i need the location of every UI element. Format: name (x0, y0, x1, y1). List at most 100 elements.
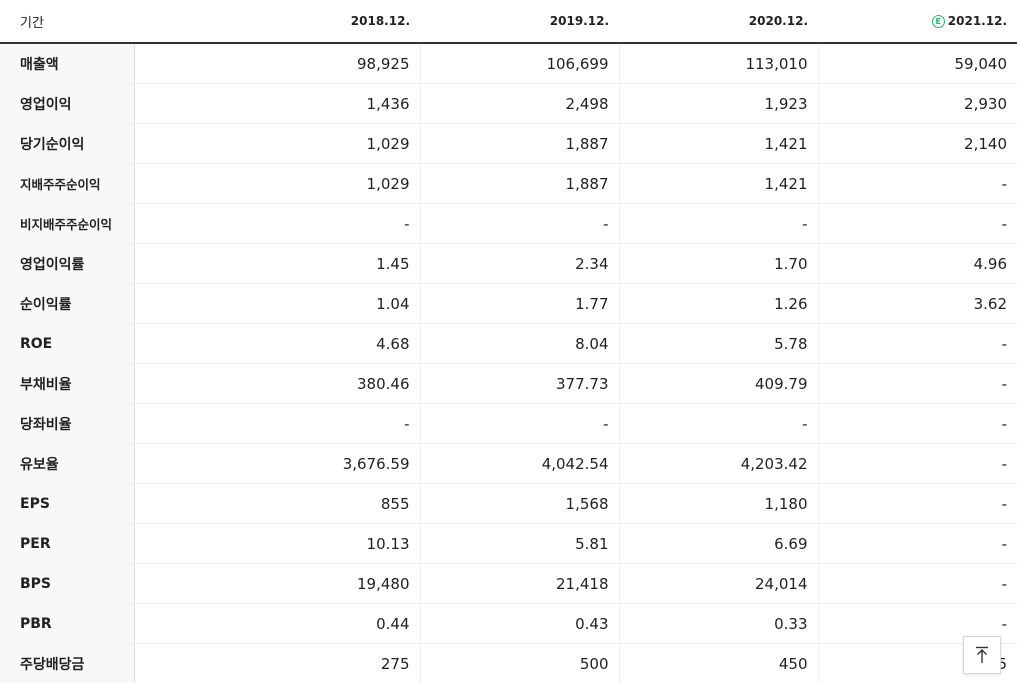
cell-value: 113,010 (619, 43, 819, 84)
table-row: 순이익률 1.04 1.77 1.26 3.62 (0, 283, 1017, 324)
cell-value: 1,029 (134, 163, 421, 204)
cell-value: 1,180 (619, 483, 819, 524)
row-label: 영업이익 (0, 83, 135, 124)
row-label: PBR (0, 603, 135, 644)
cell-value: 380.46 (134, 363, 421, 404)
table-row: PER 10.13 5.81 6.69 - (0, 523, 1017, 564)
cell-value: 5.78 (619, 323, 819, 364)
cell-value: 1,421 (619, 163, 819, 204)
cell-value: - (818, 323, 1017, 364)
table-row: 매출액 98,925 106,699 113,010 59,040 (0, 43, 1017, 84)
cell-value: - (818, 203, 1017, 244)
cell-value: 5.81 (420, 523, 620, 564)
table-row: BPS 19,480 21,418 24,014 - (0, 563, 1017, 604)
cell-value: 4,203.42 (619, 443, 819, 484)
cell-value: 1,887 (420, 163, 620, 204)
cell-value: 1.70 (619, 243, 819, 284)
row-label: 매출액 (0, 43, 135, 84)
cell-value: - (818, 363, 1017, 404)
cell-value: 377.73 (420, 363, 620, 404)
cell-value: 3,676.59 (134, 443, 421, 484)
table-row: EPS 855 1,568 1,180 - (0, 483, 1017, 524)
period-2021-estimate: E 2021.12. (818, 0, 1017, 44)
cell-value: 4.68 (134, 323, 421, 364)
cell-value: 19,480 (134, 563, 421, 604)
cell-value: 2.34 (420, 243, 620, 284)
scroll-to-top-button[interactable] (963, 636, 1001, 674)
cell-value: 1,887 (420, 123, 620, 164)
cell-value: - (134, 203, 421, 244)
row-label: 당좌비율 (0, 403, 135, 444)
row-label: BPS (0, 563, 135, 604)
cell-value: 1,568 (420, 483, 620, 524)
cell-value: 1,436 (134, 83, 421, 124)
row-label: 영업이익률 (0, 243, 135, 284)
cell-value: 1,029 (134, 123, 421, 164)
table-row: 당좌비율 - - - - (0, 403, 1017, 444)
cell-value: 98,925 (134, 43, 421, 84)
cell-value: 24,014 (619, 563, 819, 604)
cell-value: 1.26 (619, 283, 819, 324)
cell-value: 4.96 (818, 243, 1017, 284)
cell-value: 6.69 (619, 523, 819, 564)
period-2018: 2018.12. (134, 0, 420, 44)
row-label: PER (0, 523, 135, 564)
table-row: 비지배주주순이익 - - - - (0, 203, 1017, 244)
cell-value: - (818, 563, 1017, 604)
cell-value: - (420, 403, 620, 444)
cell-value: - (619, 203, 819, 244)
cell-value: - (818, 443, 1017, 484)
cell-value: 10.13 (134, 523, 421, 564)
cell-value: 1.77 (420, 283, 620, 324)
cell-value: - (818, 163, 1017, 204)
row-label: ROE (0, 323, 135, 364)
cell-value: 450 (619, 643, 819, 683)
row-label: 순이익률 (0, 283, 135, 324)
table-header-row: 기간 2018.12. 2019.12. 2020.12. E 2021.12. (0, 0, 1017, 44)
cell-value: - (134, 403, 421, 444)
table-row: 영업이익률 1.45 2.34 1.70 4.96 (0, 243, 1017, 284)
table-row: 지배주주순이익 1,029 1,887 1,421 - (0, 163, 1017, 204)
cell-value: 0.44 (134, 603, 421, 644)
estimate-icon: E (931, 15, 945, 28)
cell-value: 0.43 (420, 603, 620, 644)
period-2019: 2019.12. (420, 0, 619, 44)
cell-value: 2,930 (818, 83, 1017, 124)
cell-value: - (420, 203, 620, 244)
row-label: 지배주주순이익 (0, 163, 135, 204)
cell-value: 2,140 (818, 123, 1017, 164)
table-row: 영업이익 1,436 2,498 1,923 2,930 (0, 83, 1017, 124)
table-row: 부채비율 380.46 377.73 409.79 - (0, 363, 1017, 404)
row-label: 주당배당금 (0, 643, 135, 683)
cell-value: 106,699 (420, 43, 620, 84)
cell-value: 275 (134, 643, 421, 683)
cell-value: - (818, 483, 1017, 524)
cell-value: - (818, 523, 1017, 564)
row-label: 당기순이익 (0, 123, 135, 164)
cell-value: 59,040 (818, 43, 1017, 84)
cell-value: 21,418 (420, 563, 620, 604)
table-row: ROE 4.68 8.04 5.78 - (0, 323, 1017, 364)
cell-value: 1,923 (619, 83, 819, 124)
cell-value: 0.33 (619, 603, 819, 644)
row-label: EPS (0, 483, 135, 524)
cell-value: 3.62 (818, 283, 1017, 324)
row-label: 유보율 (0, 443, 135, 484)
period-2021-label: 2021.12. (947, 14, 1007, 28)
period-2020: 2020.12. (619, 0, 818, 44)
cell-value: 4,042.54 (420, 443, 620, 484)
cell-value: 409.79 (619, 363, 819, 404)
cell-value: - (818, 403, 1017, 444)
cell-value: 1,421 (619, 123, 819, 164)
arrow-up-icon (976, 646, 988, 663)
row-label: 부채비율 (0, 363, 135, 404)
cell-value: 2,498 (420, 83, 620, 124)
cell-value: - (619, 403, 819, 444)
cell-value: 500 (420, 643, 620, 683)
cell-value: 855 (134, 483, 421, 524)
cell-value: 8.04 (420, 323, 620, 364)
cell-value: 1.04 (134, 283, 421, 324)
table-row: 유보율 3,676.59 4,042.54 4,203.42 - (0, 443, 1017, 484)
